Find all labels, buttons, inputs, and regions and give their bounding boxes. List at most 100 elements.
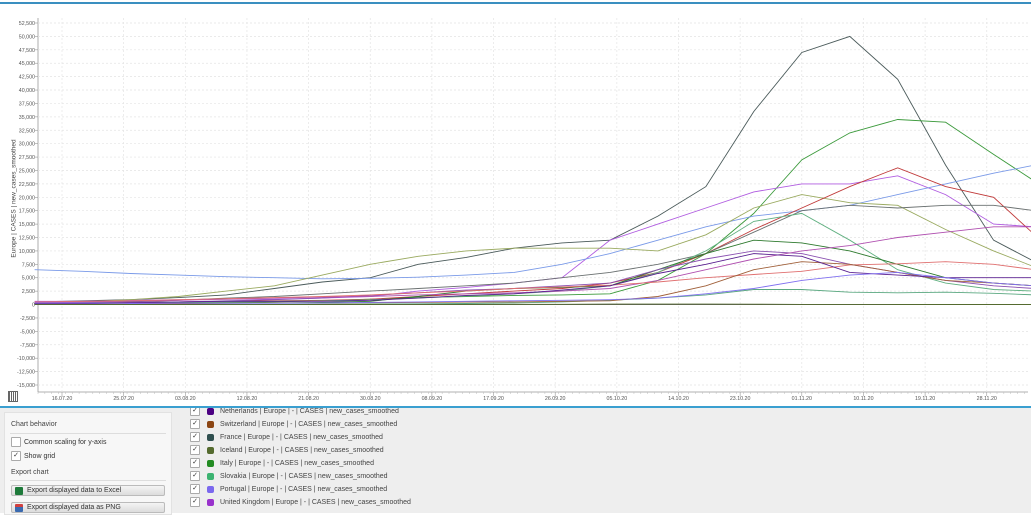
legend-item[interactable]: ✓ France | Europe | - | CASES | new_cases… [190,431,383,443]
series-line [34,165,1031,280]
series-color-swatch [207,420,214,428]
divider [10,480,166,481]
legend-item[interactable]: ✓ United Kingdom | Europe | - | CASES | n… [190,496,411,508]
y-tick-label: 45,000 [19,61,35,67]
line-chart: -15,000 -12,500 -10,000 -7,500 -5,000 -2,500 0… [17,18,1031,402]
y-tick-label: -10,000 [17,356,35,362]
x-tick-label: 16.07.20 [52,396,73,402]
y-tick-label: 30,000 [19,142,35,148]
series-color-swatch [207,408,214,415]
chart-behavior-heading: Chart behavior [11,421,57,428]
series-color-swatch [207,485,214,493]
legend-label: United Kingdom | Europe | - | CASES | ne… [220,498,411,506]
export-excel-label: Export displayed data to Excel [27,487,122,494]
y-tick-label: 25,000 [19,168,35,174]
series-line [34,212,1031,305]
y-tick-label: 47,500 [19,48,35,54]
y-tick-label: 0 [32,303,35,309]
x-tick-label: 30.08.20 [360,396,381,402]
x-tick-label: 14.10.20 [668,396,689,402]
legend-checkbox[interactable]: ✓ [190,408,200,416]
y-tick-label: 17,500 [19,209,35,215]
legend-item[interactable]: ✓ Portugal | Europe | - | CASES | new_cas… [190,483,387,495]
y-tick-label: 2,500 [22,289,35,295]
y-tick-label: -15,000 [17,383,35,389]
series-line [34,271,1031,304]
y-tick-label: -2,500 [20,316,35,322]
x-tick-label: 21.08.20 [298,396,319,402]
legend-checkbox[interactable]: ✓ [190,445,200,455]
legend-label: Portugal | Europe | - | CASES | new_case… [220,485,388,493]
legend-checkbox[interactable]: ✓ [190,497,200,507]
x-tick-label: 03.08.20 [175,396,196,402]
legend-label: France | Europe | - | CASES | new_cases_… [220,433,383,441]
divider[interactable] [0,406,1031,408]
legend-checkbox[interactable]: ✓ [190,484,200,494]
y-tick-label: -5,000 [20,329,35,335]
series-line [34,303,1031,306]
y-tick-label: 27,500 [19,155,35,161]
x-tick-label: 19.11.20 [915,396,935,402]
legend-label: Iceland | Europe | - | CASES | new_cases… [220,446,384,454]
x-tick-label: 28.11.20 [977,396,997,402]
series-color-swatch [207,459,214,467]
legend-checkbox[interactable]: ✓ [190,471,200,481]
y-tick-label: -7,500 [20,343,35,349]
export-chart-heading: Export chart [11,469,49,476]
settings-panel: Chart behavior Common scaling for y-axis… [4,412,172,515]
excel-icon [15,486,23,495]
legend-item[interactable]: ✓ Switzerland | Europe | - | CASES | new_… [190,418,397,430]
legend-checkbox[interactable]: ✓ [190,419,200,429]
export-excel-button[interactable]: Export displayed data to Excel [11,485,165,496]
legend-item[interactable]: ✓ Netherlands | Europe | - | CASES | new_… [190,408,399,417]
common-scaling-checkbox[interactable]: Common scaling for y-axis [11,437,106,447]
png-image-icon [15,503,23,512]
y-tick-label: 10,000 [19,249,35,255]
legend-label: Switzerland | Europe | - | CASES | new_c… [220,420,398,428]
y-axis-label: Europe | CASES | new_cases_smoothed [10,139,18,258]
bottom-panel: Chart behavior Common scaling for y-axis… [0,408,1031,515]
series-line [34,35,1031,303]
legend-checkbox[interactable]: ✓ [190,432,200,442]
x-tick-label: 23.10.20 [730,396,751,402]
legend-item[interactable]: ✓ Iceland | Europe | - | CASES | new_case… [190,444,384,456]
series-line [34,119,1031,304]
y-tick-label: 20,000 [19,195,35,201]
series-line [34,261,1031,303]
y-tick-label: 42,500 [19,75,35,81]
y-tick-label: 40,000 [19,88,35,94]
y-tick-label: 50,000 [19,34,35,40]
y-tick-label: 52,500 [19,21,35,27]
series-legend-list[interactable]: ✓ Netherlands | Europe | - | CASES | new_… [190,408,590,513]
x-tick-label: 26.09.20 [545,396,566,402]
series-line [34,167,1031,304]
top-border [0,2,1031,4]
checkbox-box[interactable]: ✓ [11,451,21,461]
legend-label: Slovakia | Europe | - | CASES | new_case… [220,472,388,480]
y-tick-label: 5,000 [22,276,35,282]
series-color-swatch [207,472,214,480]
series-line [34,239,1031,305]
y-tick-label: 22,500 [19,182,35,188]
x-tick-label: 12.08.20 [237,396,258,402]
series-color-swatch [207,433,214,441]
y-tick-label: 32,500 [19,128,35,134]
checkbox-box[interactable] [11,437,21,447]
y-tick-label: 7,500 [22,262,35,268]
x-tick-label: 17.09.20 [483,396,504,402]
y-tick-label: 12,500 [19,236,35,242]
legend-checkbox[interactable]: ✓ [190,458,200,468]
export-png-button[interactable]: Export displayed data as PNG [11,502,165,513]
show-grid-label: Show grid [24,452,56,460]
legend-item[interactable]: ✓ Italy | Europe | - | CASES | new_cases_… [190,457,374,469]
series-line [34,175,1031,302]
series-line [34,194,1031,304]
legend-item[interactable]: ✓ Slovakia | Europe | - | CASES | new_cas… [190,470,388,482]
series-line [34,253,1031,305]
x-tick-label: 08.09.20 [422,396,443,402]
y-tick-label: 15,000 [19,222,35,228]
legend-label: Netherlands | Europe | - | CASES | new_c… [220,408,399,415]
show-grid-checkbox[interactable]: ✓ Show grid [11,451,55,461]
chart-toolbar-icon[interactable] [8,391,18,402]
series-color-swatch [207,498,214,506]
